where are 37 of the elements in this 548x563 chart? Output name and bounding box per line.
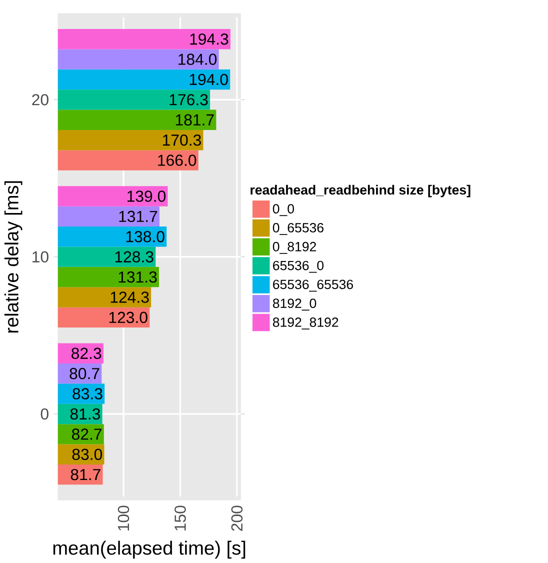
data-label: 170.3 xyxy=(163,134,202,146)
data-label: 139.0 xyxy=(128,190,166,202)
data-label: 166.0 xyxy=(158,154,196,166)
data-label: 184.0 xyxy=(178,54,217,65)
data-label: 82.7 xyxy=(72,428,102,440)
x-tick-label: 100 xyxy=(118,506,130,530)
y-axis-title: relative delay [ms] xyxy=(4,181,22,333)
legend-label: 65536_0 xyxy=(273,260,324,273)
y-tick-label: 0 xyxy=(41,408,49,420)
data-label: 83.3 xyxy=(72,388,103,400)
data-label: 194.0 xyxy=(190,74,228,86)
y-tick-label: 20 xyxy=(32,94,49,106)
data-label: 124.3 xyxy=(111,292,150,303)
y-tick-label: 10 xyxy=(32,251,49,262)
legend-title: readahead_readbehind size [bytes] xyxy=(250,184,471,198)
data-label: 131.3 xyxy=(119,271,157,283)
data-label: 128.3 xyxy=(116,251,154,262)
legend-label: 8192_0 xyxy=(273,298,316,311)
data-label: 80.7 xyxy=(70,368,100,380)
x-tick-label: 150 xyxy=(174,506,186,530)
x-tick-label: 200 xyxy=(232,506,243,531)
data-label: 131.7 xyxy=(119,210,158,222)
data-label: 181.7 xyxy=(176,114,214,126)
data-label: 82.3 xyxy=(72,348,102,359)
legend-label: 0_0 xyxy=(273,204,294,216)
legend-label: 0_65536 xyxy=(273,223,324,235)
legend-label: 0_8192 xyxy=(273,242,316,254)
data-label: 81.3 xyxy=(70,408,100,420)
x-axis-title: mean(elapsed time) [s] xyxy=(54,540,246,559)
data-label: 81.7 xyxy=(71,468,101,480)
legend-label: 8192_8192 xyxy=(273,318,338,330)
legend-label: 65536_65536 xyxy=(273,280,354,292)
data-label: 83.0 xyxy=(72,448,102,460)
data-label: 194.3 xyxy=(190,33,228,45)
data-label: 176.3 xyxy=(170,94,208,106)
data-label: 138.0 xyxy=(126,230,165,242)
data-label: 123.0 xyxy=(110,312,148,324)
